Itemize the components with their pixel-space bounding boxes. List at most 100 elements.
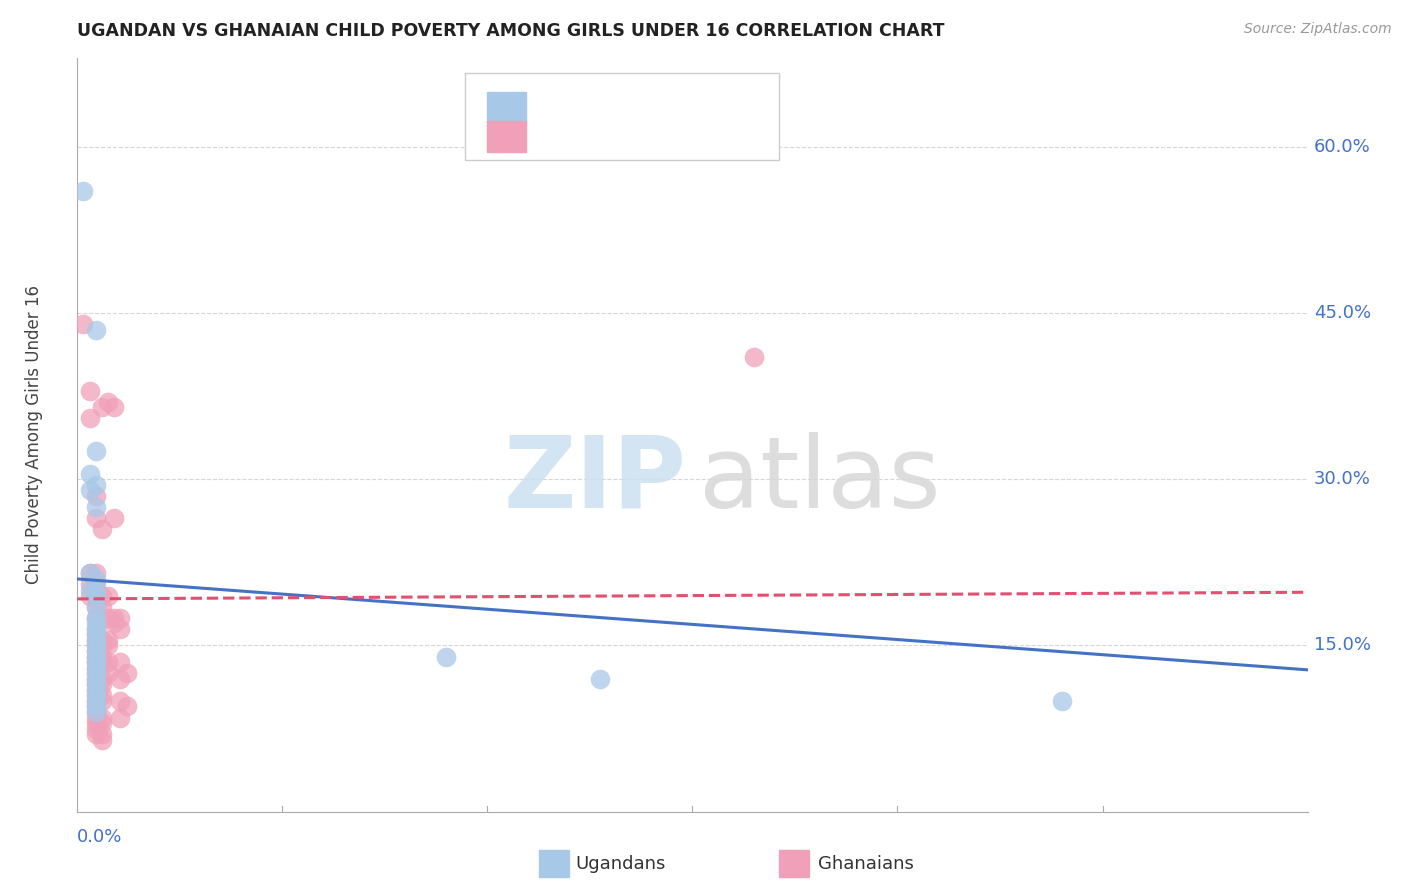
Point: [90, 599, 114, 614]
FancyBboxPatch shape: [538, 850, 569, 877]
Point: [79, 582, 101, 597]
Point: [79, 467, 101, 481]
Point: [90, 589, 114, 603]
Point: [84, 566, 107, 581]
Point: [90, 689, 114, 703]
Point: [84, 694, 107, 708]
Point: [110, 655, 132, 669]
Point: [84, 672, 107, 686]
Point: [84, 682, 107, 697]
Point: [103, 400, 125, 414]
Point: [115, 699, 138, 714]
Text: 60.0%: 60.0%: [1313, 137, 1371, 156]
Point: [84, 611, 107, 625]
Point: [84, 699, 107, 714]
Point: [84, 677, 107, 691]
Point: [97, 611, 120, 625]
Point: [84, 611, 107, 625]
Point: [110, 672, 132, 686]
Point: [90, 716, 114, 731]
Point: [90, 677, 114, 691]
Text: Source: ZipAtlas.com: Source: ZipAtlas.com: [1244, 22, 1392, 37]
FancyBboxPatch shape: [486, 92, 526, 124]
Point: [84, 655, 107, 669]
Point: [84, 699, 107, 714]
Point: [84, 632, 107, 647]
Point: [79, 483, 101, 498]
Point: [84, 705, 107, 719]
Point: [84, 622, 107, 636]
Point: [84, 511, 107, 525]
Point: [90, 727, 114, 741]
Point: [97, 655, 120, 669]
Point: [84, 632, 107, 647]
Point: [84, 572, 107, 586]
Point: [90, 639, 114, 653]
Point: [90, 732, 114, 747]
Point: [84, 627, 107, 641]
Point: [84, 500, 107, 514]
Point: [84, 622, 107, 636]
Point: [84, 616, 107, 631]
Point: [72, 317, 94, 331]
Point: [110, 622, 132, 636]
Point: [84, 644, 107, 658]
Point: [115, 666, 138, 681]
Point: [84, 649, 107, 664]
Point: [79, 566, 101, 581]
Point: [84, 599, 107, 614]
Point: [110, 694, 132, 708]
Text: Ghanaians: Ghanaians: [818, 855, 914, 872]
Point: [79, 384, 101, 398]
Point: [84, 639, 107, 653]
Point: [84, 660, 107, 674]
FancyBboxPatch shape: [465, 73, 779, 160]
Point: [90, 672, 114, 686]
Point: [84, 477, 107, 491]
Point: [90, 655, 114, 669]
Point: [103, 616, 125, 631]
Point: [79, 566, 101, 581]
Point: [103, 511, 125, 525]
Text: Child Poverty Among Girls Under 16: Child Poverty Among Girls Under 16: [25, 285, 44, 584]
Point: [84, 677, 107, 691]
Point: [97, 639, 120, 653]
Point: [90, 632, 114, 647]
Point: [84, 639, 107, 653]
Point: [84, 599, 107, 614]
Text: 0.0%: 0.0%: [77, 829, 122, 847]
Point: [90, 400, 114, 414]
Text: Ugandans: Ugandans: [575, 855, 666, 872]
Point: [90, 710, 114, 724]
Point: [436, 649, 458, 664]
Point: [90, 694, 114, 708]
Point: [84, 722, 107, 736]
FancyBboxPatch shape: [486, 120, 526, 153]
Point: [84, 649, 107, 664]
Point: [84, 666, 107, 681]
Text: R =  0.015   N = 71: R = 0.015 N = 71: [541, 128, 717, 145]
Text: R = -0.114   N = 31: R = -0.114 N = 31: [541, 99, 718, 117]
Point: [84, 444, 107, 458]
Point: [84, 689, 107, 703]
Point: [84, 705, 107, 719]
Point: [97, 394, 120, 409]
Point: [1050, 694, 1073, 708]
Text: ZIP: ZIP: [503, 432, 686, 529]
Text: UGANDAN VS GHANAIAN CHILD POVERTY AMONG GIRLS UNDER 16 CORRELATION CHART: UGANDAN VS GHANAIAN CHILD POVERTY AMONG …: [77, 22, 945, 40]
Point: [84, 710, 107, 724]
Point: [84, 589, 107, 603]
Point: [103, 611, 125, 625]
Point: [84, 322, 107, 336]
Point: [84, 694, 107, 708]
Point: [84, 489, 107, 503]
FancyBboxPatch shape: [779, 850, 810, 877]
Point: [84, 666, 107, 681]
Point: [84, 716, 107, 731]
Point: [97, 589, 120, 603]
Point: [84, 672, 107, 686]
Point: [84, 727, 107, 741]
Point: [84, 644, 107, 658]
Text: 30.0%: 30.0%: [1313, 470, 1371, 488]
Point: [90, 522, 114, 536]
